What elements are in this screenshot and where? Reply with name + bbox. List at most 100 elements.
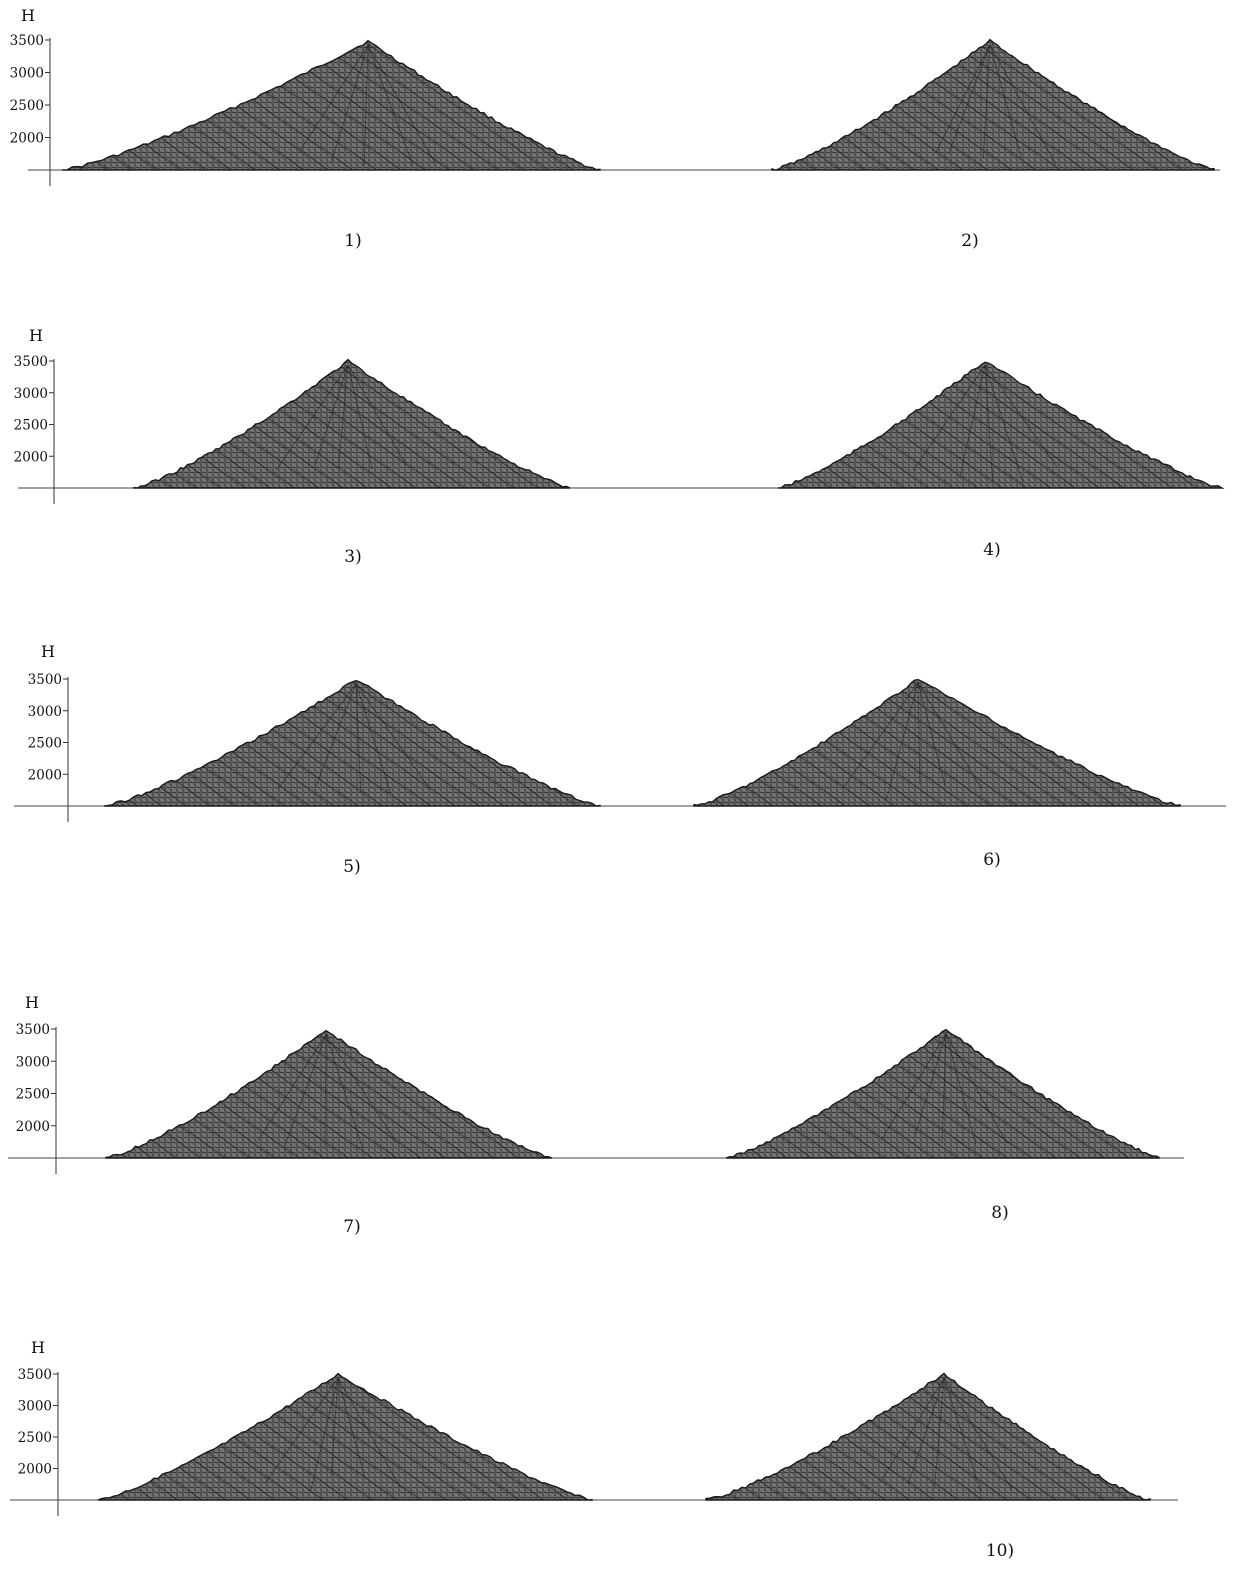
ridge-line (324, 1034, 327, 1150)
volcano-ridge-shading (706, 1373, 1150, 1500)
tick-label: 2500 (10, 98, 44, 114)
panel-4: 4) (777, 361, 1225, 560)
panel-6: 6) (693, 678, 1181, 870)
ridge-line (933, 1377, 945, 1489)
ridge-line (948, 44, 991, 155)
ridge-line (314, 364, 349, 465)
ridge-line (347, 364, 373, 470)
ridge-line (912, 364, 986, 471)
tick-label: 3000 (16, 1054, 50, 1070)
tick-label: 3500 (28, 672, 62, 688)
ridge-line (914, 1033, 947, 1138)
volcano-ridge-shading (726, 1029, 1160, 1158)
ridge-line (941, 1033, 947, 1142)
h-axis-label: H (21, 6, 35, 25)
h-axis-label: H (41, 642, 55, 661)
tick-label: 3500 (18, 1367, 52, 1383)
h-axis-label: H (25, 993, 39, 1012)
ridge-line (880, 1033, 947, 1141)
ridge-line (330, 45, 369, 162)
panel-label: 10) (986, 1541, 1014, 1561)
panel-10: 10) (705, 1372, 1151, 1561)
panel-label: 5) (343, 857, 360, 877)
ridge-line (945, 1033, 1008, 1144)
ridge-line (943, 1377, 1013, 1490)
ridge-line (325, 1034, 397, 1143)
ridge-line (982, 44, 991, 159)
ridge-line (984, 364, 1058, 467)
panel-label: 4) (983, 540, 1000, 560)
ridge-line (959, 364, 986, 478)
ridge-line (330, 1377, 339, 1477)
ridge-line (275, 364, 349, 471)
h-axis-label: H (31, 1338, 45, 1357)
panel-2: 2) (771, 38, 1215, 251)
tick-label: 2000 (14, 449, 48, 465)
panel-label: 6) (983, 850, 1000, 870)
tick-label: 2500 (28, 736, 62, 752)
panel-label: 7) (343, 1217, 360, 1237)
volcano-ridge-shading (778, 362, 1222, 488)
panel-label: 1) (344, 231, 361, 251)
ridge-line (257, 1034, 327, 1141)
ridge-line (310, 1377, 339, 1492)
ridge-line (917, 682, 946, 787)
ridge-line (355, 683, 429, 787)
ridge-line (337, 1377, 366, 1480)
volcano-ridge-shading (98, 1373, 592, 1500)
panel-5: 5) (103, 679, 601, 877)
ridge-line (277, 683, 357, 789)
ridge-line (355, 683, 362, 792)
panel-label: 2) (961, 231, 978, 251)
ridge-line (265, 1377, 339, 1483)
tick-label: 3000 (28, 704, 62, 720)
volcano-ridge-shading (772, 39, 1214, 170)
tick-label: 2500 (14, 418, 48, 434)
volcano-ridge-shading (134, 359, 570, 488)
volcano-ridge-shading (104, 680, 600, 806)
panel-7: 7) (105, 1029, 553, 1237)
ridge-line (984, 364, 1024, 483)
ridge-line (945, 1033, 977, 1145)
tick-label: 3000 (18, 1399, 52, 1415)
tick-label: 3500 (10, 33, 44, 49)
ridge-line (984, 364, 994, 482)
tick-label: 3000 (10, 66, 44, 82)
volcano-ridge-shading (62, 40, 600, 170)
ridge-line (879, 1377, 945, 1483)
ridge-line (885, 682, 919, 801)
ridge-line (298, 45, 369, 153)
ridge-line (363, 45, 369, 166)
ridge-line (367, 45, 414, 166)
tick-label: 2500 (18, 1430, 52, 1446)
ridge-line (338, 364, 349, 469)
tick-label: 2000 (18, 1462, 52, 1478)
ridge-line (337, 1377, 401, 1488)
tick-label: 2000 (16, 1119, 50, 1135)
ridge-line (355, 683, 392, 794)
panel-8: 8) (725, 1028, 1161, 1223)
ridge-line (917, 682, 921, 785)
ridge-line (943, 1377, 982, 1493)
panel-9: 9) (97, 1372, 593, 1577)
tick-label: 3500 (16, 1022, 50, 1038)
ridge-line (347, 364, 407, 466)
panel-1: 1) (62, 39, 601, 251)
tick-label: 3500 (14, 354, 48, 370)
h-axis-label: H (29, 326, 43, 345)
tick-label: 2500 (16, 1087, 50, 1103)
volcano-ridge-shading (106, 1030, 552, 1158)
tick-label: 3000 (14, 386, 48, 402)
panel-label: 9) (343, 1575, 360, 1577)
panel-3: 3) (133, 358, 571, 567)
tick-label: 2000 (28, 767, 62, 783)
panel-label: 3) (344, 547, 361, 567)
ridge-line (367, 45, 436, 164)
tick-label: 2000 (10, 131, 44, 147)
ridge-line (935, 44, 991, 153)
volcano-ridge-shading (694, 679, 1180, 806)
ridge-line (325, 1034, 364, 1152)
ridge-line (285, 1034, 327, 1145)
ridge-line (989, 44, 1022, 159)
